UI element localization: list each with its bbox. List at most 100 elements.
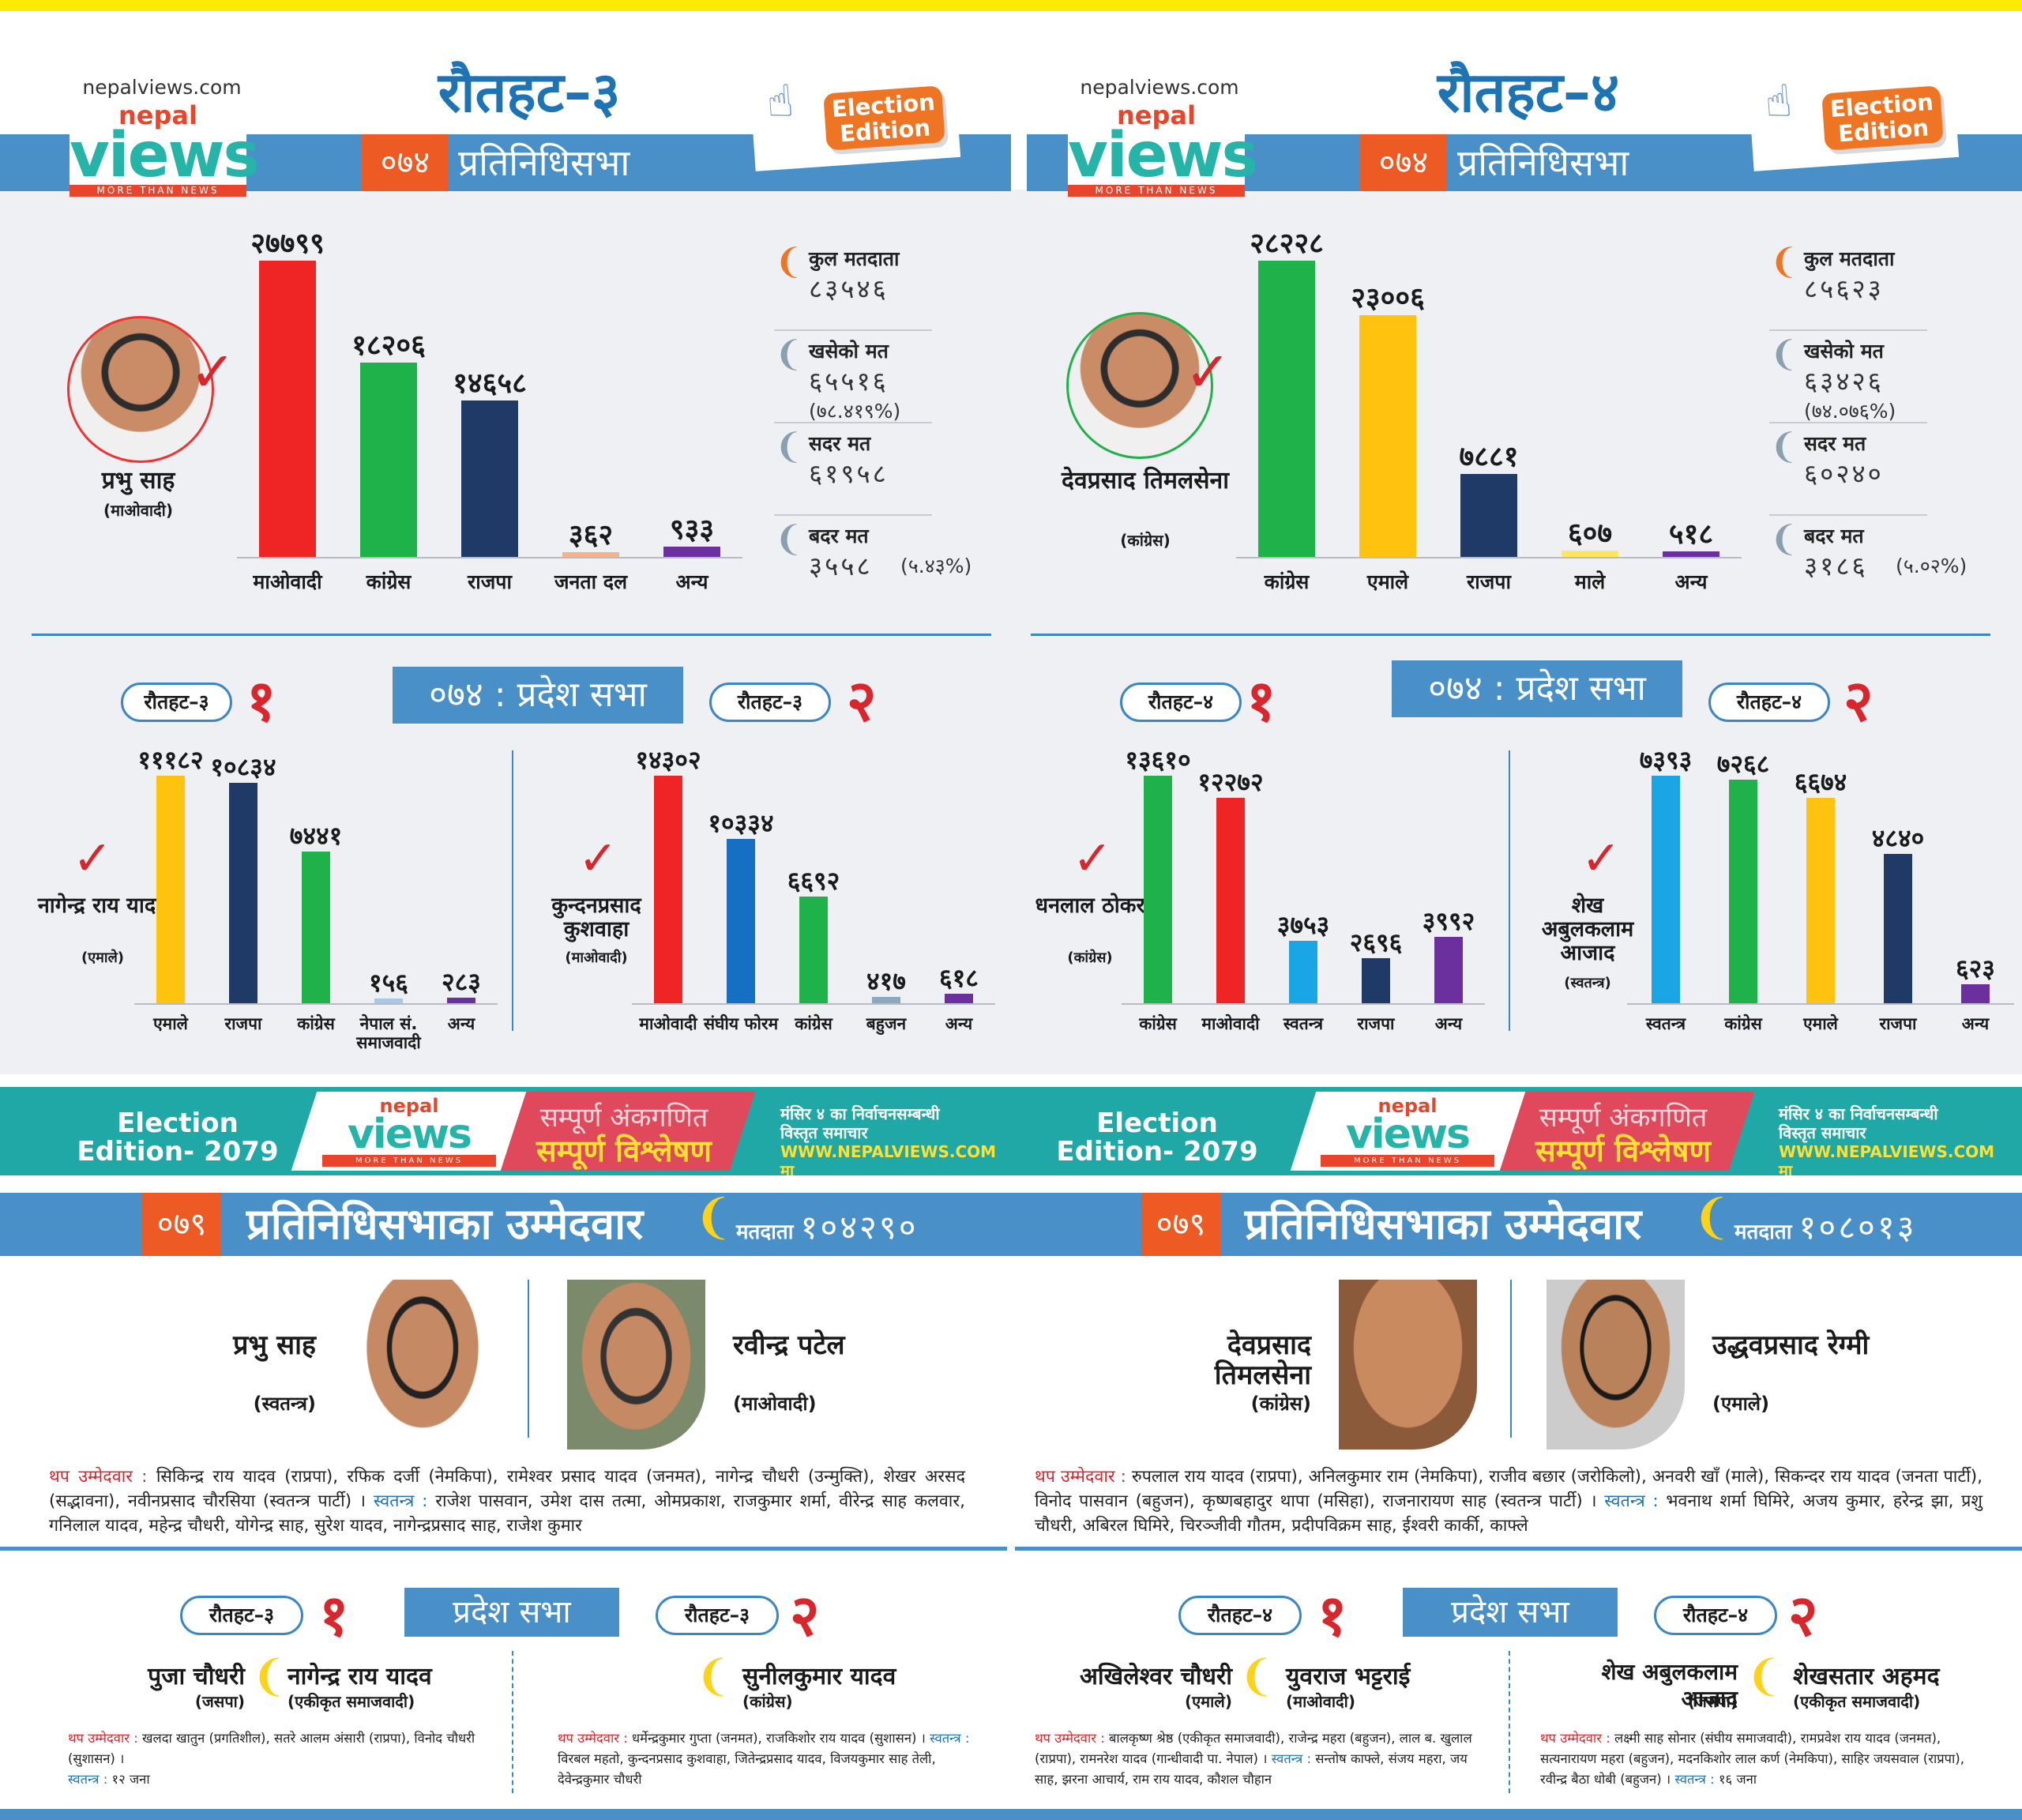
ad-info-line1: मंसिर ४ का निर्वाचनसम्बन्धी <box>1779 1104 1938 1123</box>
winner-check-icon: ✓ <box>1185 340 1231 404</box>
chart-category-label: संघीय फोरम <box>703 1014 779 1033</box>
right-p1-chart: १३६१० कांग्रेस १२२७२ माओवादी ३७५३ स्वतन्त्र २६… <box>1122 735 1485 1066</box>
chart-bar <box>727 838 755 1003</box>
left-2079-voters: मतदाता १०४२९० <box>736 1208 919 1247</box>
left-candidate1-name: प्रभु साह <box>233 1329 316 1361</box>
chart-value-label: १०३३४ <box>708 807 774 838</box>
chart-category-label: राजपा <box>1879 1014 1917 1033</box>
left-p1-winner-party: (एमाले) <box>81 949 125 966</box>
chart-category-label: अन्य <box>1674 570 1708 593</box>
chart-value-label: ३६२ <box>568 519 614 551</box>
left-winner-name: प्रभु साह <box>101 467 175 494</box>
left-2079-year: ०७९ <box>142 1193 221 1256</box>
right-p079-2-number: २ <box>1788 1582 1818 1649</box>
winner-check-icon: ✓ <box>578 831 618 886</box>
chart-bar <box>302 852 330 1003</box>
stat-value: ६०२४० <box>1804 458 1884 489</box>
quote-mark-icon: ❨ <box>693 1190 734 1245</box>
divider <box>32 634 991 636</box>
stat-value: ३१८६ <box>1804 551 1868 581</box>
chart-category-label: एमाले <box>1366 570 1409 593</box>
divider <box>1509 750 1510 1031</box>
chart-category-label: कांग्रेस <box>1139 1014 1177 1033</box>
chart-bar <box>1289 940 1317 1003</box>
chart-category-label: कांग्रेस <box>1724 1014 1762 1033</box>
quote-mark-icon: ❨ <box>774 334 803 374</box>
chart-bar <box>1806 798 1835 1003</box>
chart-category-label: माओवादी <box>253 570 322 593</box>
right-candidate1-party: (कांग्रेस) <box>1250 1393 1311 1415</box>
right-year-badge: ०७४ <box>1360 134 1447 191</box>
stat-label: खसेको मत <box>809 340 889 363</box>
nepalviews-logo[interactable]: nepal views MORE THAN NEWS <box>1068 103 1258 197</box>
chart-bar <box>374 998 403 1003</box>
chart-value-label: २६९६ <box>1349 927 1403 957</box>
chart-bar <box>1359 315 1416 557</box>
chart-category-label: माओवादी <box>1201 1014 1260 1033</box>
ad-banner-content: Election Edition- 2079 nepal views MORE … <box>0 1087 2022 1175</box>
chart-category-label: स्वतन्त्र <box>1645 1014 1686 1033</box>
chart-value-label: १८२०६ <box>351 329 426 363</box>
right-p2-winner-name: शेख अबुलकलाम आजाद <box>1541 893 1634 965</box>
left-year-badge: ०७४ <box>362 134 449 191</box>
chart-category-label: बहुजन <box>866 1014 907 1033</box>
chart-value-label: ३९९२ <box>1422 905 1475 936</box>
right-house-label: प्रतिनिधिसभा <box>1457 141 1629 184</box>
chart-value-label: ४८४० <box>1871 823 1925 854</box>
quote-mark-icon: ❨ <box>695 1651 731 1701</box>
chart-category-label: राजपा <box>224 1014 262 1033</box>
right-p079-1-a-name: अखिलेश्वर चौधरी <box>1079 1663 1232 1690</box>
chart-bar <box>1258 261 1315 557</box>
chart-bar <box>799 897 828 1003</box>
site-name[interactable]: nepalviews.com <box>1080 76 1239 99</box>
right-p2-winner-party: (स्वतन्त्र) <box>1564 975 1611 991</box>
nepalviews-logo[interactable]: nepal views MORE THAN NEWS <box>70 103 260 197</box>
quote-mark-icon: ❨ <box>774 427 803 467</box>
left-extra-candidates: थप उम्मेदवार : सिकिन्द्र राय यादव (राप्र… <box>49 1467 965 1536</box>
divider <box>528 1280 529 1438</box>
chart-baseline <box>237 557 742 558</box>
left-election-edition-card: ☝ Election Edition <box>748 56 961 171</box>
left-p079-2-pill: रौतहट–३ <box>656 1596 779 1635</box>
chart-value-label: १३६१० <box>1125 745 1191 775</box>
chart-category-label: कांग्रेस <box>297 1014 335 1033</box>
left-p2-winner-name: कुन्दनप्रसाद कुशवाहा <box>551 893 641 942</box>
stat-value: ३५५८ <box>809 551 873 581</box>
divider <box>1769 514 1927 516</box>
right-p079-1-pill: रौतहट–४ <box>1178 1596 1302 1635</box>
right-candidate1-photo <box>1339 1280 1477 1450</box>
right-election-edition-card: ☝ Election Edition <box>1746 56 1960 171</box>
right-p079-1-b-name: युवराज भट्टराई <box>1286 1663 1411 1690</box>
left-p1-number: १ <box>246 667 276 734</box>
right-p1-pill: रौतहट–४ <box>1120 682 1242 722</box>
site-name[interactable]: nepalviews.com <box>82 76 242 99</box>
left-p2-number: २ <box>847 667 877 734</box>
chart-value-label: ७४४१ <box>289 821 343 852</box>
left-stats-panel: ❨ कुल मतदाता ८३५४६ ❨ खसेको मत ६५५१६ (७८.४१९%) ❨… <box>774 242 979 616</box>
left-p2-pill: रौतहट–३ <box>709 682 831 722</box>
chart-category-label: माओवादी <box>639 1014 697 1033</box>
chart-category-label: राजपा <box>468 570 512 593</box>
chart-baseline <box>1627 1003 2014 1005</box>
right-extra-candidates: थप उम्मेदवार : रुपलाल राय यादव (राप्रपा)… <box>1035 1467 1983 1536</box>
left-p079-2-extra: थप उम्मेदवार : धर्मेन्द्रकुमार गुप्ता (ज… <box>558 1731 970 1787</box>
ad-url[interactable]: WWW.NEPALVIEWS.COM मा <box>1779 1142 1995 1175</box>
right-p079-2-b-name: शेखसतार अहमद <box>1793 1663 1940 1690</box>
election-edition-badge: Election Edition <box>823 85 945 151</box>
logo-views: views <box>1068 120 1258 191</box>
right-candidate1-name: देवप्रसाद तिमलसेना <box>1214 1329 1311 1391</box>
logo-tagline: MORE THAN NEWS <box>70 185 246 197</box>
left-p079-1-a-party: (जसपा) <box>194 1692 245 1711</box>
chart-bar <box>872 996 900 1003</box>
left-p079-1-extra: थप उम्मेदवार : खलदा खातुन (प्रगतिशील), स… <box>68 1731 475 1787</box>
divider <box>774 329 932 331</box>
chart-category-label: कांग्रेस <box>366 570 412 593</box>
chart-value-label: १०८३४ <box>210 751 276 782</box>
right-p079-2-pill: रौतहट–४ <box>1654 1596 1777 1635</box>
left-p079-2-a-party: (कांग्रेस) <box>742 1692 793 1711</box>
chart-baseline <box>1122 1003 1485 1005</box>
ad-url[interactable]: WWW.NEPALVIEWS.COM मा <box>780 1142 997 1175</box>
chart-bar <box>360 363 417 557</box>
left-vote-chart: २७७९९ माओवादी १८२०६ कांग्रेस १४६५८ राजपा ३६२ जन… <box>237 205 742 600</box>
divider <box>774 422 932 423</box>
